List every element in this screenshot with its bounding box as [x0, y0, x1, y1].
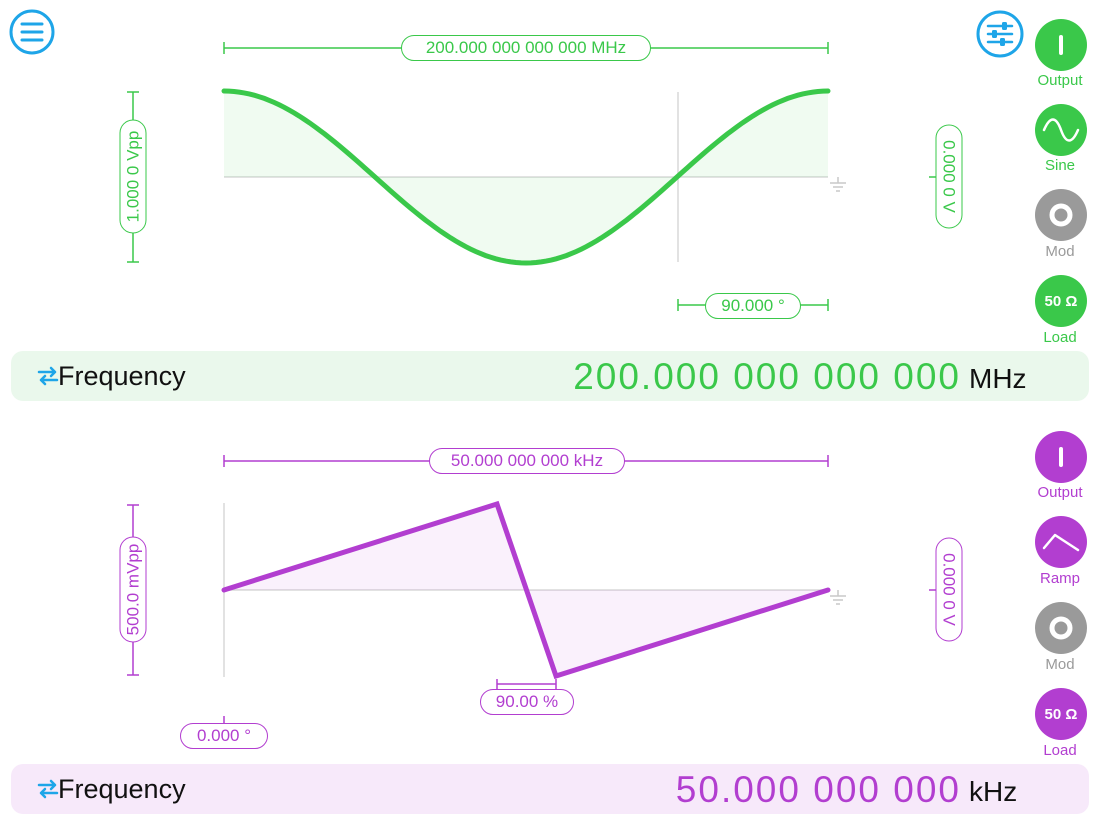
settings-button[interactable] — [976, 10, 1024, 58]
ramp-waveform-trace — [221, 500, 831, 680]
channel1-frequency-label: Frequency — [58, 361, 186, 391]
channel1-output-button[interactable] — [1035, 19, 1087, 71]
channel1-frequency-bar[interactable]: Frequency 200.000 000 000 000 MHz — [11, 351, 1089, 401]
channel2-phase-marker[interactable]: 0.000 ° — [180, 723, 268, 749]
channel2-load-button[interactable]: 50 Ω — [1035, 688, 1087, 740]
channel1-waveform-label: Sine — [1044, 157, 1076, 174]
channel2-amplitude-marker[interactable]: 500.0 mVpp — [119, 536, 147, 643]
channel1-frequency-unit[interactable]: MHz — [969, 363, 1027, 394]
modulation-ring-icon — [1049, 616, 1073, 640]
channel1-frequency-value[interactable]: 200.000 000 000 000 — [573, 356, 961, 397]
channel2-frequency-marker[interactable]: 50.000 000 000 kHz — [429, 448, 625, 474]
sliders-icon — [976, 10, 1024, 58]
swap-arrows-icon[interactable] — [36, 364, 60, 388]
channel1-load-label: Load — [1043, 329, 1077, 346]
channel2-frequency-label: Frequency — [58, 774, 186, 804]
sine-fill — [224, 91, 828, 263]
channel2-waveform-button[interactable] — [1035, 516, 1087, 568]
channel1-load-value: 50 Ω — [1044, 292, 1078, 310]
channel2-waveform-label: Ramp — [1039, 570, 1080, 587]
channel1-mod-button[interactable] — [1035, 189, 1087, 241]
channel2-output-label: Output — [1037, 484, 1083, 501]
channel2-frequency-value[interactable]: 50.000 000 000 — [675, 769, 961, 810]
channel2-load-label: Load — [1043, 742, 1077, 759]
channel2-mod-label: Mod — [1045, 656, 1075, 673]
channel2-frequency-unit[interactable]: kHz — [969, 776, 1018, 807]
channel2-output-button[interactable] — [1035, 431, 1087, 483]
channel1-phase-marker[interactable]: 90.000 ° — [705, 293, 801, 319]
swap-arrows-icon[interactable] — [36, 777, 60, 801]
channel1-waveform-display[interactable] — [0, 0, 1100, 345]
channel1-waveform-button[interactable] — [1035, 104, 1087, 156]
channel2-symmetry-marker[interactable]: 90.00 % — [480, 689, 574, 715]
channel2-load-value: 50 Ω — [1044, 705, 1078, 723]
channel2-waveform-display[interactable] — [0, 0, 1100, 760]
hamburger-menu-icon — [9, 9, 55, 55]
channel2-offset-marker[interactable]: 0.000 0 V — [935, 537, 963, 642]
channel1-load-button[interactable]: 50 Ω — [1035, 275, 1087, 327]
sine-wave-icon — [1042, 118, 1080, 142]
ramp-wave-icon — [1042, 533, 1080, 552]
channel2-frequency-bar[interactable]: Frequency 50.000 000 000 kHz — [11, 764, 1089, 814]
channel1-frequency-marker[interactable]: 200.000 000 000 000 MHz — [401, 35, 651, 61]
power-icon — [1059, 35, 1063, 55]
power-icon — [1059, 447, 1063, 467]
channel1-output-label: Output — [1037, 72, 1083, 89]
channel1-mod-label: Mod — [1045, 243, 1075, 260]
modulation-ring-icon — [1049, 203, 1073, 227]
menu-button[interactable] — [9, 9, 55, 55]
sine-waveform-trace — [221, 88, 831, 266]
channel2-mod-button[interactable] — [1035, 602, 1087, 654]
